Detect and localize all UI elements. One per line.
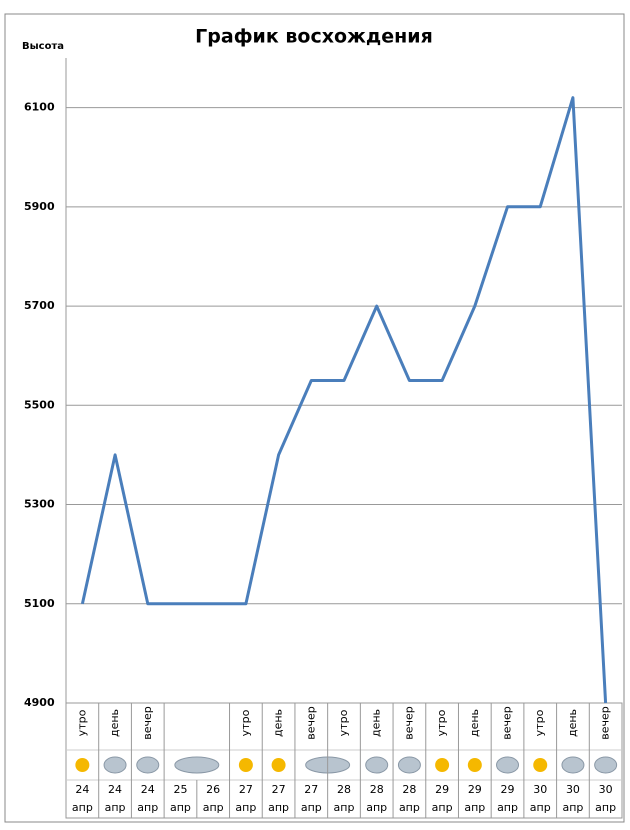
x-tick-label: вечер [402, 706, 415, 740]
weather-icon [561, 756, 585, 774]
x-tick-label: день [108, 709, 121, 737]
month-label: апр [72, 801, 93, 814]
date-label: 26 [206, 783, 220, 796]
y-tick-label: 6100 [24, 101, 55, 114]
y-tick-label: 4900 [24, 696, 55, 709]
x-tick-label: утро [75, 709, 88, 736]
x-tick-label: утро [337, 709, 350, 736]
month-label: апр [530, 801, 551, 814]
weather-icon [136, 756, 160, 774]
date-label: 25 [173, 783, 187, 796]
x-tick-label: утро [435, 709, 448, 736]
month-label: апр [235, 801, 256, 814]
date-label: 30 [599, 783, 613, 796]
date-label: 24 [141, 783, 155, 796]
month-label: апр [268, 801, 289, 814]
weather-icon [397, 756, 421, 774]
x-tick-label: день [566, 709, 579, 737]
date-label: 27 [272, 783, 286, 796]
month-label: апр [497, 801, 518, 814]
month-label: апр [464, 801, 485, 814]
y-tick-label: 5900 [24, 200, 55, 213]
date-label: 24 [75, 783, 89, 796]
weather-icon [103, 756, 127, 774]
weather-icon [496, 756, 520, 774]
month-label: апр [399, 801, 420, 814]
date-label: 29 [501, 783, 515, 796]
x-tick-label: вечер [501, 706, 514, 740]
y-axis-label: Высота [22, 41, 64, 52]
weather-icon [271, 758, 286, 772]
x-tick-label: утро [533, 709, 546, 736]
table [65, 702, 623, 819]
weather-icon [75, 758, 90, 772]
frame [4, 13, 625, 823]
weather-icon [467, 758, 482, 772]
date-label: 28 [370, 783, 384, 796]
x-tick-label: день [272, 709, 285, 737]
month-label: апр [203, 801, 224, 814]
weather-icon [533, 758, 548, 772]
weather-icon [594, 756, 618, 774]
x-tick-label: утро [239, 709, 252, 736]
date-label: 27 [304, 783, 318, 796]
date-label: 29 [468, 783, 482, 796]
month-label: апр [301, 801, 322, 814]
chart-title: График восхождения [195, 26, 433, 48]
month-label: апр [562, 801, 583, 814]
weather-icon [435, 758, 450, 772]
month-label: апр [170, 801, 191, 814]
line [80, 96, 608, 704]
date-label: 30 [533, 783, 547, 796]
x-tick-label: вечер [599, 706, 612, 740]
month-label: апр [137, 801, 158, 814]
x-tick-label: вечер [141, 706, 154, 740]
weather-icon [174, 756, 220, 774]
x-tick-label: вечер [304, 706, 317, 740]
month-label: апр [432, 801, 453, 814]
y-tick-label: 5100 [24, 597, 55, 610]
x-tick-label: день [370, 709, 383, 737]
weather-icon [365, 756, 389, 774]
date-label: 28 [337, 783, 351, 796]
weather-icon [238, 758, 253, 772]
date-label: 29 [435, 783, 449, 796]
date-label: 27 [239, 783, 253, 796]
date-label: 30 [566, 783, 580, 796]
y-tick-label: 5700 [24, 299, 55, 312]
month-label: апр [334, 801, 355, 814]
date-label: 28 [402, 783, 416, 796]
y-tick-label: 5300 [24, 498, 55, 511]
month-label: апр [595, 801, 616, 814]
month-label: апр [105, 801, 126, 814]
month-label: апр [366, 801, 387, 814]
x-tick-label: день [468, 709, 481, 737]
date-label: 24 [108, 783, 122, 796]
y-tick-label: 5500 [24, 398, 55, 411]
